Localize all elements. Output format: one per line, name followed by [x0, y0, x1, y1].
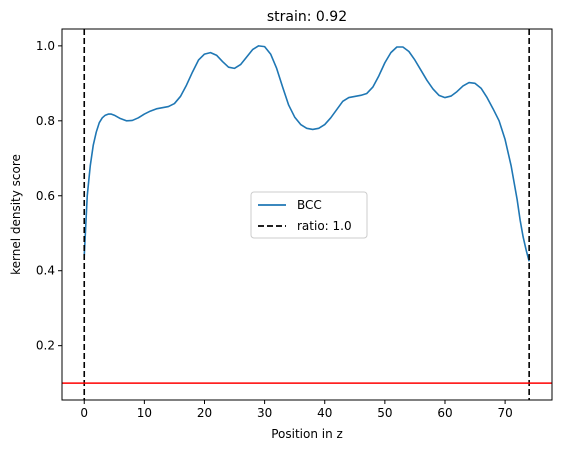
- x-tick-label: 70: [497, 406, 512, 420]
- legend-label: BCC: [297, 198, 322, 212]
- x-tick-label: 0: [80, 406, 88, 420]
- y-tick-label: 0.6: [36, 189, 55, 203]
- series-line-bcc: [83, 45, 530, 262]
- y-tick-label: 0.8: [36, 114, 55, 128]
- y-tick-label: 0.4: [36, 264, 55, 278]
- y-tick-label: 0.2: [36, 339, 55, 353]
- legend: BCC ratio: 1.0: [250, 191, 368, 239]
- x-axis-label: Position in z: [271, 427, 343, 441]
- axes: 0 10 20 30 40 50 60 70 0.2 0.4 0.6 0.8 1.0: [36, 28, 553, 420]
- x-tick-label: 10: [137, 406, 152, 420]
- chart-title: strain: 0.92: [267, 9, 347, 25]
- x-tick-label: 50: [377, 406, 392, 420]
- x-tick-label: 60: [437, 406, 452, 420]
- plot-frame: [61, 28, 553, 401]
- legend-label: ratio: 1.0: [297, 219, 352, 233]
- y-tick-label: 1.0: [36, 39, 55, 53]
- x-tick-label: 20: [197, 406, 212, 420]
- x-tick-label: 30: [257, 406, 272, 420]
- y-axis-label: kernel density score: [9, 154, 23, 275]
- plot-area: [62, 29, 552, 400]
- x-tick-label: 40: [317, 406, 332, 420]
